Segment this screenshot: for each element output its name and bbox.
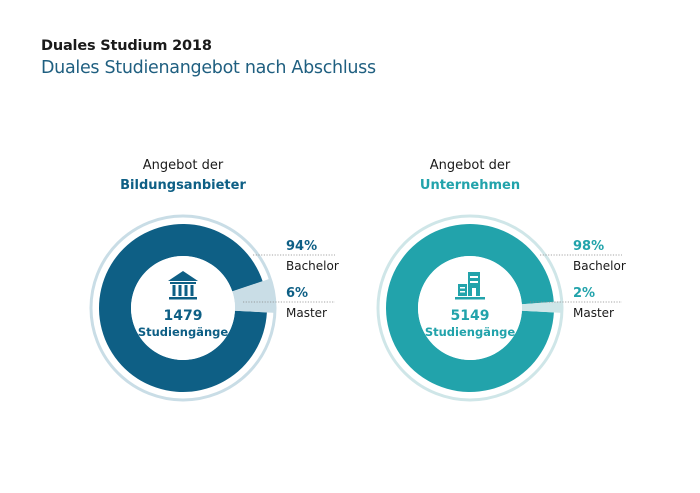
left-label-cat-bachelor: Bachelor bbox=[286, 259, 339, 273]
window-shape bbox=[460, 287, 465, 289]
column-shape bbox=[190, 285, 194, 296]
right-donut-hole bbox=[418, 256, 522, 360]
left-center-value: 1479 bbox=[164, 308, 203, 324]
right-heading-line1: Angebot der bbox=[429, 158, 511, 173]
left-slice-master bbox=[232, 278, 275, 313]
left-label-pct-master: 6% bbox=[286, 286, 308, 301]
right-heading-line2: Unternehmen bbox=[419, 178, 521, 193]
left-label-cat-master: Master bbox=[286, 306, 327, 320]
left-heading-line1: Angebot der bbox=[142, 158, 224, 173]
right-label-pct-bachelor: 98% bbox=[573, 239, 604, 254]
ground-shape bbox=[455, 297, 485, 300]
right-slice-master bbox=[521, 301, 563, 313]
left-heading-line2: Bildungsanbieter bbox=[120, 178, 246, 193]
right-label-cat-bachelor: Bachelor bbox=[573, 259, 626, 273]
pediment-shape bbox=[168, 271, 198, 281]
left-donut-hole bbox=[131, 256, 235, 360]
right-center-label: Studiengänge bbox=[425, 325, 516, 339]
window-shape bbox=[470, 281, 478, 283]
right-slice-bachelor bbox=[386, 224, 554, 393]
entablature-shape bbox=[170, 282, 196, 284]
column-shape bbox=[172, 285, 176, 296]
chart-subtitle: Duales Studienangebot nach Abschluss bbox=[41, 58, 376, 78]
right-center-value: 5149 bbox=[451, 308, 490, 324]
column-shape bbox=[184, 285, 188, 296]
left-slice-bachelor bbox=[99, 224, 267, 393]
office-buildings-icon bbox=[455, 272, 485, 300]
window-shape bbox=[460, 291, 465, 293]
right-label-pct-master: 2% bbox=[573, 286, 595, 301]
small-building-shape bbox=[458, 284, 467, 296]
left-chart-heading: Angebot der Bildungsanbieter bbox=[83, 156, 283, 196]
left-center-label: Studiengänge bbox=[138, 325, 229, 339]
institution-building-icon bbox=[168, 271, 198, 300]
right-chart-heading: Angebot der Unternehmen bbox=[370, 156, 570, 196]
door-shape bbox=[472, 288, 476, 296]
window-shape bbox=[470, 276, 478, 278]
right-label-cat-master: Master bbox=[573, 306, 614, 320]
base-shape bbox=[169, 297, 197, 300]
column-shape bbox=[178, 285, 182, 296]
chart-title: Duales Studium 2018 bbox=[41, 38, 212, 54]
left-label-pct-bachelor: 94% bbox=[286, 239, 317, 254]
